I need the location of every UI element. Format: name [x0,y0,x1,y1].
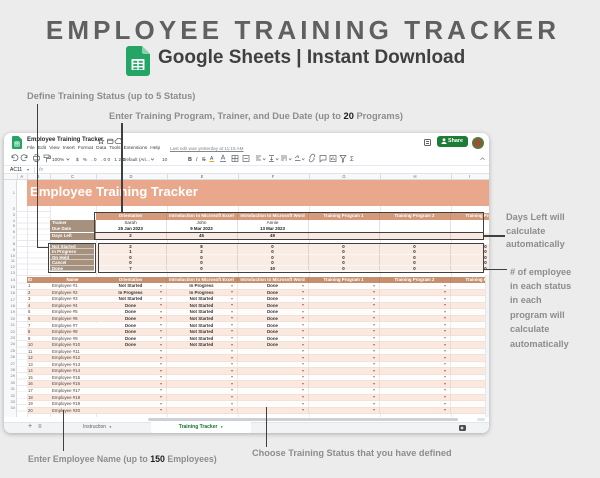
svg-text:S: S [202,157,206,163]
svg-text:$ % .0 .00 123: $ % .0 .00 123 [76,157,127,163]
svg-text:100%: 100% [52,157,65,163]
svg-text:Σ: Σ [350,157,354,163]
svg-text:10: 10 [162,157,168,163]
svg-text:A: A [210,156,214,162]
svg-text:B: B [188,157,192,163]
svg-text:Default (Ari...: Default (Ari... [123,157,150,162]
svg-text:I: I [196,157,198,163]
